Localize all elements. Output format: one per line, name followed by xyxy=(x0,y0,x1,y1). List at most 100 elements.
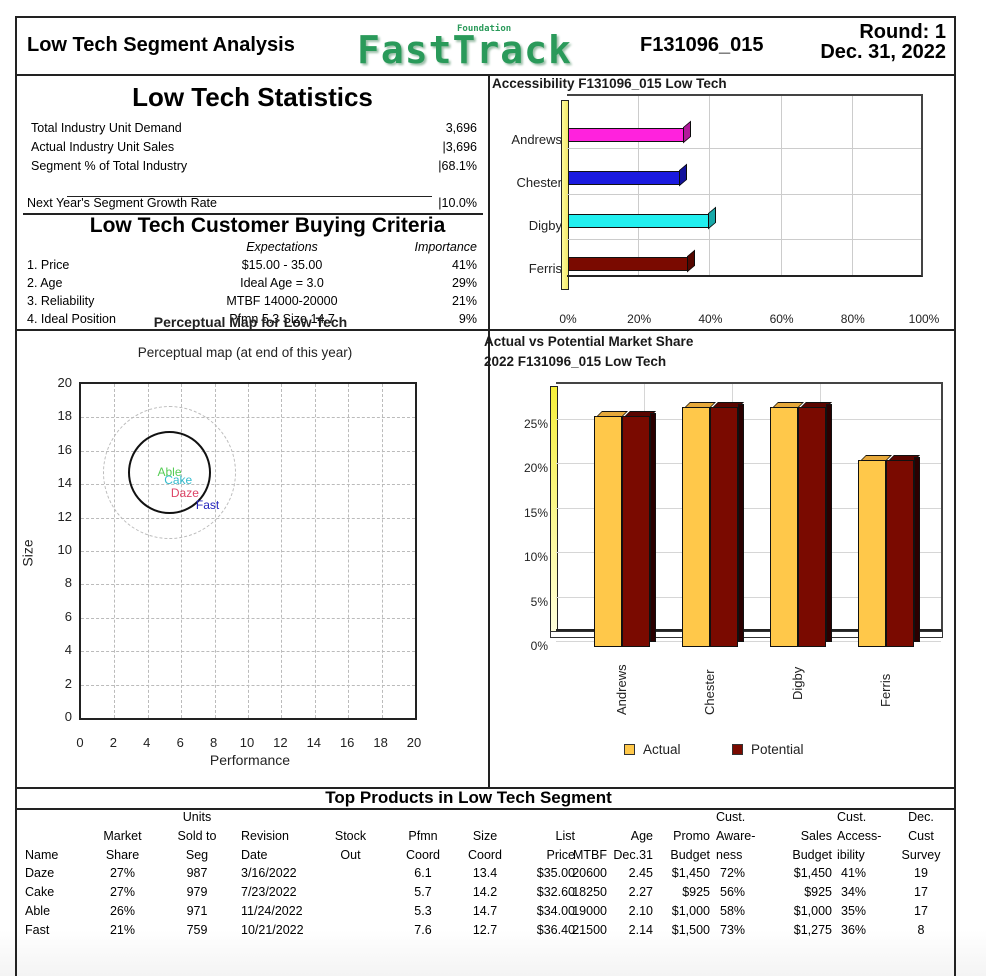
stat-value: |68.1% xyxy=(438,159,477,173)
cell-mtbf: 20600 xyxy=(572,866,607,880)
column-header-sales: Sales xyxy=(800,829,832,843)
column-header-age: Dec.31 xyxy=(613,848,653,862)
cell-units: 987 xyxy=(186,866,208,880)
category-label: Chester xyxy=(702,668,717,715)
cell-awareness: 72% xyxy=(720,866,746,880)
criteria-importance: 21% xyxy=(451,294,477,308)
cell-revision: 3/16/2022 xyxy=(241,866,297,880)
category-label: Digby xyxy=(528,218,562,233)
y-tick-label: 0% xyxy=(530,639,548,653)
gridline xyxy=(556,596,941,598)
column-header-price: Price xyxy=(546,848,575,862)
market-share-bar-andrews-potential xyxy=(622,410,656,647)
cell-price: $35.00 xyxy=(536,866,575,880)
bar-side xyxy=(826,403,832,642)
y-tick-label: 18 xyxy=(57,408,72,424)
cell-mtbf: 19000 xyxy=(572,904,607,918)
category-label: Andrews xyxy=(614,663,629,715)
gridline xyxy=(81,584,415,586)
market-share-bar-chester-potential xyxy=(710,401,744,647)
growth-rate-value: |10.0% xyxy=(438,196,477,210)
accessibility-bar-ferris xyxy=(568,257,689,271)
market-share-title: Actual vs Potential Market Share 2022 F1… xyxy=(484,332,693,372)
criteria-row: 4. Ideal Position Pfmn 5.3 Size 14.7 9% xyxy=(27,312,477,330)
market-share-bar-andrews-actual xyxy=(594,410,628,647)
cell-awareness: 73% xyxy=(720,923,746,937)
cell-age: 2.45 xyxy=(628,866,653,880)
accessibility-bar-andrews xyxy=(568,128,686,142)
cell-units: 979 xyxy=(186,885,208,899)
growth-rate-row: Next Year's Segment Growth Rate |10.0% xyxy=(27,196,477,210)
section-divider xyxy=(17,787,954,789)
stat-row: Actual Industry Unit Sales |3,696 xyxy=(31,140,477,158)
x-tick-label: 6 xyxy=(176,735,184,750)
report-date: Dec. 31, 2022 xyxy=(820,41,946,63)
market-share-bar-digby-potential xyxy=(798,401,832,647)
column-header-name: Name xyxy=(25,848,59,862)
category-label: Chester xyxy=(516,175,562,190)
cell-size: 12.7 xyxy=(472,923,498,937)
column-header-access: Access- xyxy=(837,829,882,843)
column-header-units: Sold to xyxy=(177,829,217,843)
criteria-name: 2. Age xyxy=(27,276,63,290)
cell-revision: 7/23/2022 xyxy=(241,885,297,899)
cell-access: 36% xyxy=(841,923,867,937)
y-tick-label: 12 xyxy=(57,508,72,524)
gridline xyxy=(81,684,415,686)
y-tick-label: 5% xyxy=(530,594,548,609)
x-tick-label: 4 xyxy=(143,735,151,750)
bar-side xyxy=(650,412,656,642)
y-tick-label: 0 xyxy=(64,709,72,724)
y-tick-label: 15% xyxy=(523,505,548,520)
criteria-expectation: MTBF 14000-20000 xyxy=(226,294,338,308)
category-label: Andrews xyxy=(511,132,562,147)
report-title: Low Tech Segment Analysis xyxy=(27,34,295,56)
growth-rate-label: Next Year's Segment Growth Rate xyxy=(27,196,217,210)
x-tick-label: 10 xyxy=(239,735,255,750)
criteria-importance: 41% xyxy=(451,258,477,272)
cell-price: $36.40 xyxy=(536,923,575,937)
criteria-name: 1. Price xyxy=(27,258,70,272)
accessibility-plot-area xyxy=(567,94,923,277)
criteria-importance: 9% xyxy=(458,312,477,326)
y-tick-label: 2 xyxy=(64,675,72,691)
accessibility-title: Accessibility F131096_015 Low Tech xyxy=(492,76,727,91)
stat-label: Total Industry Unit Demand xyxy=(31,121,182,135)
y-tick-label: 14 xyxy=(57,475,72,491)
cell-revision: 10/21/2022 xyxy=(241,923,304,937)
cell-size: 14.2 xyxy=(472,885,498,899)
vertical-divider xyxy=(488,76,490,787)
column-header-survey: Cust xyxy=(908,829,934,843)
column-header-promo: Promo xyxy=(673,829,710,843)
cell-awareness: 58% xyxy=(720,904,746,918)
stat-value: 3,696 xyxy=(445,121,477,135)
x-tick-label: 18 xyxy=(373,735,388,750)
x-tick-label: 0% xyxy=(559,312,577,326)
x-tick-label: 80% xyxy=(840,312,865,326)
logo-foundation-text: Foundation xyxy=(457,24,512,34)
column-header-pfmn: Coord xyxy=(405,848,441,862)
y-tick-label: 16 xyxy=(57,441,72,457)
bar-side xyxy=(914,457,920,642)
round-number: Round: 1 xyxy=(859,21,946,43)
market-share-title-line1: Actual vs Potential Market Share xyxy=(484,334,694,349)
importance-header: Importance xyxy=(414,240,477,254)
gridline xyxy=(556,507,941,509)
column-header-promo: Budget xyxy=(670,848,710,862)
market-share-bar-ferris-potential xyxy=(886,455,920,647)
perceptual-map-title: Perceptual Map for Low Tech xyxy=(153,314,348,330)
x-tick-label: 8 xyxy=(209,735,218,750)
accessibility-bar-chester xyxy=(568,171,682,185)
cell-price: $34.00 xyxy=(536,904,575,918)
column-header-market_share: Share xyxy=(105,848,140,862)
product-label-cake: Cake xyxy=(164,472,193,487)
column-header-awareness: Cust. xyxy=(716,810,746,824)
column-header-units: Seg xyxy=(185,848,209,862)
column-header-sales: Budget xyxy=(792,848,832,862)
x-tick-label: 12 xyxy=(273,735,288,750)
column-header-stock: Stock xyxy=(334,829,367,843)
cell-price: $32.60 xyxy=(536,885,575,899)
cell-promo: $1,500 xyxy=(671,923,710,937)
cell-survey: 8 xyxy=(917,923,925,937)
cell-revision: 11/24/2022 xyxy=(241,904,303,918)
